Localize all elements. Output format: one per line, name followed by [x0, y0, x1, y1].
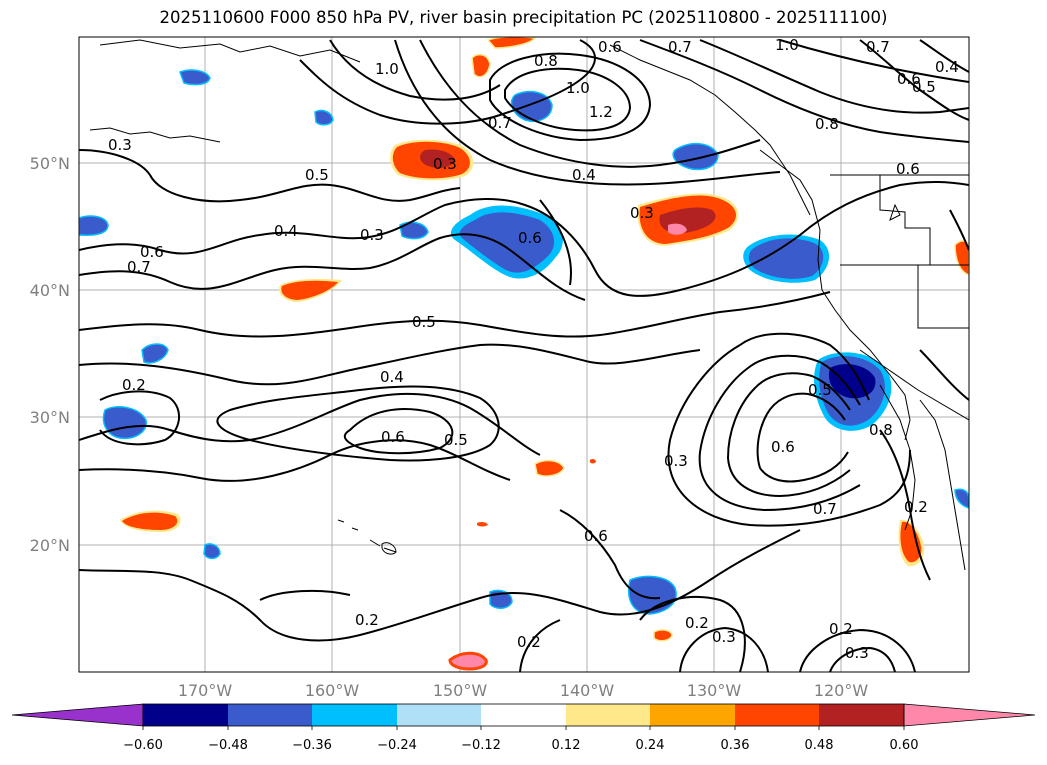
- svg-text:0.5: 0.5: [912, 78, 936, 96]
- colorbar-tick-label: 0.48: [805, 738, 834, 753]
- colorbar-extend-under: [11, 703, 144, 727]
- colorbar-tick-label: −0.12: [461, 738, 501, 753]
- colorbar-segment: [819, 704, 904, 726]
- svg-text:0.6: 0.6: [140, 243, 164, 261]
- colorbar-tick-label: −0.60: [123, 738, 163, 753]
- svg-text:0.8: 0.8: [869, 421, 893, 439]
- svg-text:0.3: 0.3: [664, 452, 688, 470]
- colorbar-segment: [143, 704, 228, 726]
- svg-text:1.0: 1.0: [775, 36, 799, 54]
- latitude-labels: 50°N 40°N 30°N 20°N: [30, 154, 70, 555]
- colorbar-tick-label: 0.36: [721, 738, 750, 753]
- svg-text:0.3: 0.3: [360, 226, 384, 244]
- svg-text:0.8: 0.8: [815, 115, 839, 133]
- colorbar-segment: [735, 704, 819, 726]
- svg-text:0.5: 0.5: [412, 313, 436, 331]
- svg-text:0.2: 0.2: [122, 376, 146, 394]
- svg-text:0.7: 0.7: [668, 38, 692, 56]
- colorbar-segment: [481, 704, 566, 726]
- lat-label: 30°N: [30, 408, 70, 427]
- lon-label: 130°W: [687, 681, 742, 700]
- colorbar-tick-label: 0.24: [636, 738, 665, 753]
- svg-text:0.3: 0.3: [845, 644, 869, 662]
- svg-text:0.8: 0.8: [534, 52, 558, 70]
- colorbar-tick-label: −0.48: [208, 738, 248, 753]
- colorbar-segment: [650, 704, 735, 726]
- lon-label: 140°W: [560, 681, 615, 700]
- svg-text:0.2: 0.2: [685, 614, 709, 632]
- coastlines: [89, 39, 969, 571]
- svg-text:0.4: 0.4: [572, 166, 596, 184]
- svg-text:0.2: 0.2: [355, 611, 379, 629]
- svg-text:0.7: 0.7: [813, 500, 837, 518]
- svg-text:0.2: 0.2: [517, 633, 541, 651]
- svg-text:0.6: 0.6: [381, 428, 405, 446]
- colorbar-tick-label: 0.60: [890, 738, 919, 753]
- svg-text:0.5: 0.5: [444, 431, 468, 449]
- svg-text:0.7: 0.7: [127, 258, 151, 276]
- svg-text:0.7: 0.7: [488, 114, 512, 132]
- svg-text:0.6: 0.6: [584, 527, 608, 545]
- svg-text:0.6: 0.6: [771, 438, 795, 456]
- svg-text:0.5: 0.5: [808, 381, 832, 399]
- svg-text:0.6: 0.6: [896, 160, 920, 178]
- colorbar: −0.60 −0.48 −0.36 −0.24 −0.12 0.12 0.24 …: [11, 703, 1036, 753]
- svg-text:0.3: 0.3: [630, 204, 654, 222]
- svg-text:0.4: 0.4: [274, 222, 298, 240]
- colorbar-segment: [312, 704, 397, 726]
- lon-label: 160°W: [305, 681, 360, 700]
- colorbar-segment: [228, 704, 312, 726]
- svg-text:0.7: 0.7: [866, 38, 890, 56]
- pv-contours: [79, 39, 969, 672]
- plot-background: [79, 37, 969, 672]
- svg-text:0.6: 0.6: [598, 38, 622, 56]
- lon-label: 120°W: [814, 681, 869, 700]
- colorbar-segment: [397, 704, 481, 726]
- svg-text:0.3: 0.3: [433, 155, 457, 173]
- plot-frame: [78, 36, 970, 673]
- lat-label: 40°N: [30, 281, 70, 300]
- svg-text:0.5: 0.5: [305, 166, 329, 184]
- svg-text:0.4: 0.4: [380, 368, 404, 386]
- longitude-labels: 170°W 160°W 150°W 140°W 130°W 120°W: [178, 681, 869, 700]
- svg-text:0.4: 0.4: [935, 58, 959, 76]
- lon-label: 150°W: [433, 681, 488, 700]
- contour-labels: 0.3 1.0 0.6 0.7 1.0 0.7 0.6 0.5 0.4 0.8 …: [108, 36, 959, 662]
- colorbar-extend-over: [903, 703, 1036, 727]
- colorbar-tick-label: 0.12: [552, 738, 581, 753]
- svg-text:0.6: 0.6: [518, 229, 542, 247]
- lon-label: 170°W: [178, 681, 233, 700]
- precip-shading: [79, 37, 969, 671]
- svg-text:0.6: 0.6: [897, 70, 921, 88]
- map-title: 2025110600 F000 850 hPa PV, river basin …: [159, 8, 888, 27]
- svg-text:0.2: 0.2: [904, 498, 928, 516]
- lat-label: 20°N: [30, 536, 70, 555]
- svg-text:0.3: 0.3: [108, 136, 132, 154]
- colorbar-tick-label: −0.24: [377, 738, 417, 753]
- svg-text:1.0: 1.0: [566, 79, 590, 97]
- svg-text:0.3: 0.3: [712, 628, 736, 646]
- svg-text:1.0: 1.0: [375, 60, 399, 78]
- colorbar-segment: [566, 704, 650, 726]
- precip-strong-positive-region: [668, 223, 687, 235]
- colorbar-tick-label: −0.36: [292, 738, 332, 753]
- svg-text:1.2: 1.2: [589, 103, 613, 121]
- lat-label: 50°N: [30, 154, 70, 173]
- svg-text:0.2: 0.2: [829, 620, 853, 638]
